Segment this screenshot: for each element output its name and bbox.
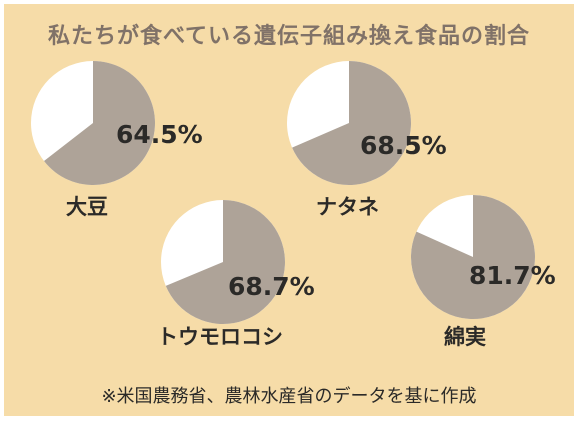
pie-cottonseed-name: 綿実	[444, 325, 486, 349]
chart-card: 私たちが食べている遺伝子組み換え食品の割合 64.5% 大豆 68.5% ナタネ…	[4, 4, 574, 416]
pie-rapeseed-slice	[292, 61, 412, 185]
pie-soybean-slice	[44, 61, 155, 185]
pie-soybean-value: 64.5%	[116, 120, 203, 149]
source-note: ※米国農務省、農林水産省のデータを基に作成	[101, 386, 477, 407]
pie-rapeseed-value: 68.5%	[360, 131, 447, 160]
pie-corn-slice	[165, 200, 285, 324]
pie-rapeseed	[287, 61, 412, 185]
pie-soybean	[31, 61, 155, 185]
pie-cottonseed-slice	[410, 195, 535, 319]
pie-corn	[161, 200, 285, 324]
pie-corn-value: 68.7%	[228, 272, 315, 301]
pie-soybean-name: 大豆	[66, 195, 108, 219]
pie-rapeseed-name: ナタネ	[316, 195, 379, 219]
pie-corn-name: トウモロコシ	[157, 325, 283, 349]
pie-cottonseed-value: 81.7%	[469, 261, 556, 290]
pie-cottonseed	[410, 195, 535, 319]
chart-title: 私たちが食べている遺伝子組み換え食品の割合	[47, 24, 531, 49]
